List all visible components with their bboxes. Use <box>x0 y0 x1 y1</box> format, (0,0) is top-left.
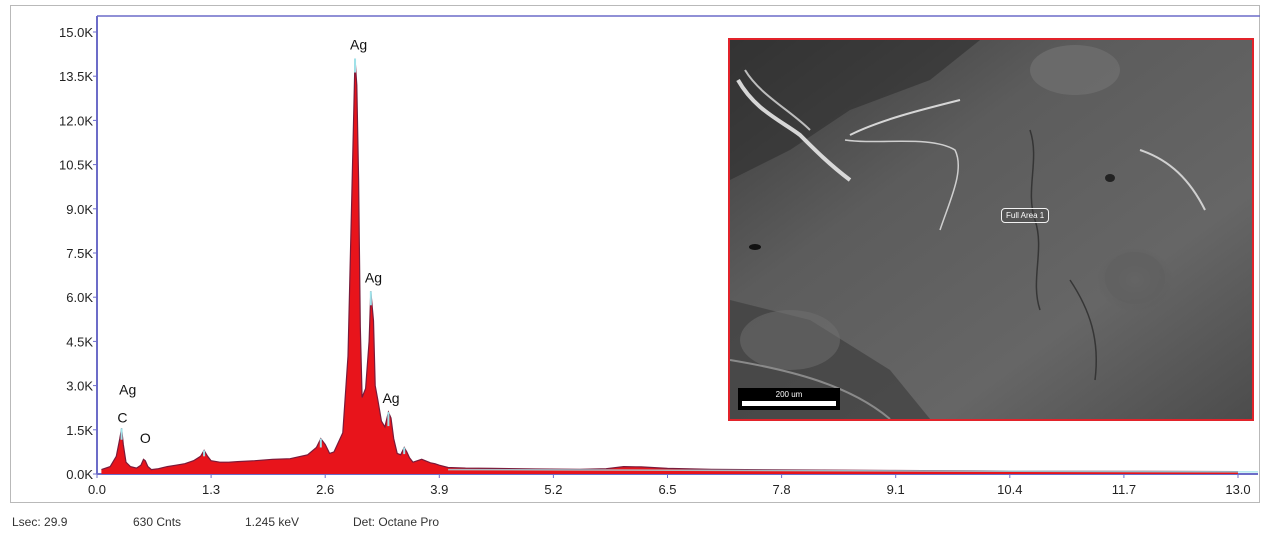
y-tick-label: 4.5K <box>66 334 93 349</box>
x-tick-label: 6.5 <box>658 482 676 497</box>
live-seconds: Lsec: 29.9 <box>12 515 68 529</box>
scale-bar-label: 200 um <box>775 390 803 399</box>
baseline-trace <box>448 468 1259 473</box>
x-tick-label: 0.0 <box>88 482 106 497</box>
peak-label: Ag <box>119 381 136 397</box>
x-tick-label: 13.0 <box>1225 482 1250 497</box>
y-tick-label: 0.0K <box>66 467 93 482</box>
peak-label: O <box>140 430 151 446</box>
y-tick-label: 12.0K <box>59 113 93 128</box>
x-tick-label: 1.3 <box>202 482 220 497</box>
sem-micrograph <box>730 40 1252 419</box>
x-tick-label: 11.7 <box>1112 482 1136 497</box>
y-tick-label: 13.5K <box>59 69 93 84</box>
peak-label: Ag <box>365 269 382 285</box>
y-tick-label: 3.0K <box>66 379 93 394</box>
full-area-label[interactable]: Full Area 1 <box>1001 208 1050 223</box>
y-tick-label: 9.0K <box>66 202 93 217</box>
scale-bar: 200 um <box>738 388 840 410</box>
x-tick-label: 9.1 <box>887 482 905 497</box>
count-total: 630 Cnts <box>133 515 182 529</box>
peak-label: Ag <box>382 390 399 406</box>
y-tick-label: 7.5K <box>66 246 93 261</box>
spectrum-plot: 0.0K 1.5K 3.0K 4.5K 6.0K 7.5K 9.0K 10.5K 12.0K 13… <box>59 15 1260 497</box>
y-tick-label: 6.0K <box>66 290 93 305</box>
sem-image-inset[interactable]: Full Area 1 200 um <box>728 38 1254 421</box>
spectrum-line <box>101 58 1239 473</box>
y-tick-label: 1.5K <box>66 423 93 438</box>
x-tick-label: 5.2 <box>544 482 562 497</box>
y-tick-label: 10.5K <box>59 158 93 173</box>
x-tick-label: 2.6 <box>316 482 334 497</box>
y-tick-label: 15.0K <box>59 25 93 40</box>
peak-label: Ag <box>350 37 367 53</box>
x-tick-label: 7.8 <box>773 482 791 497</box>
peak-label: C <box>117 409 127 425</box>
scale-bar-line <box>742 401 836 406</box>
spectrum-frame: 0.0K 1.5K 3.0K 4.5K 6.0K 7.5K 9.0K 10.5K 12.0K 13… <box>10 5 1260 503</box>
x-tick-label: 3.9 <box>430 482 448 497</box>
cursor-energy: 1.245 keV <box>245 515 300 529</box>
detector-name: Det: Octane Pro <box>353 515 440 529</box>
x-tick-label: 10.4 <box>997 482 1022 497</box>
